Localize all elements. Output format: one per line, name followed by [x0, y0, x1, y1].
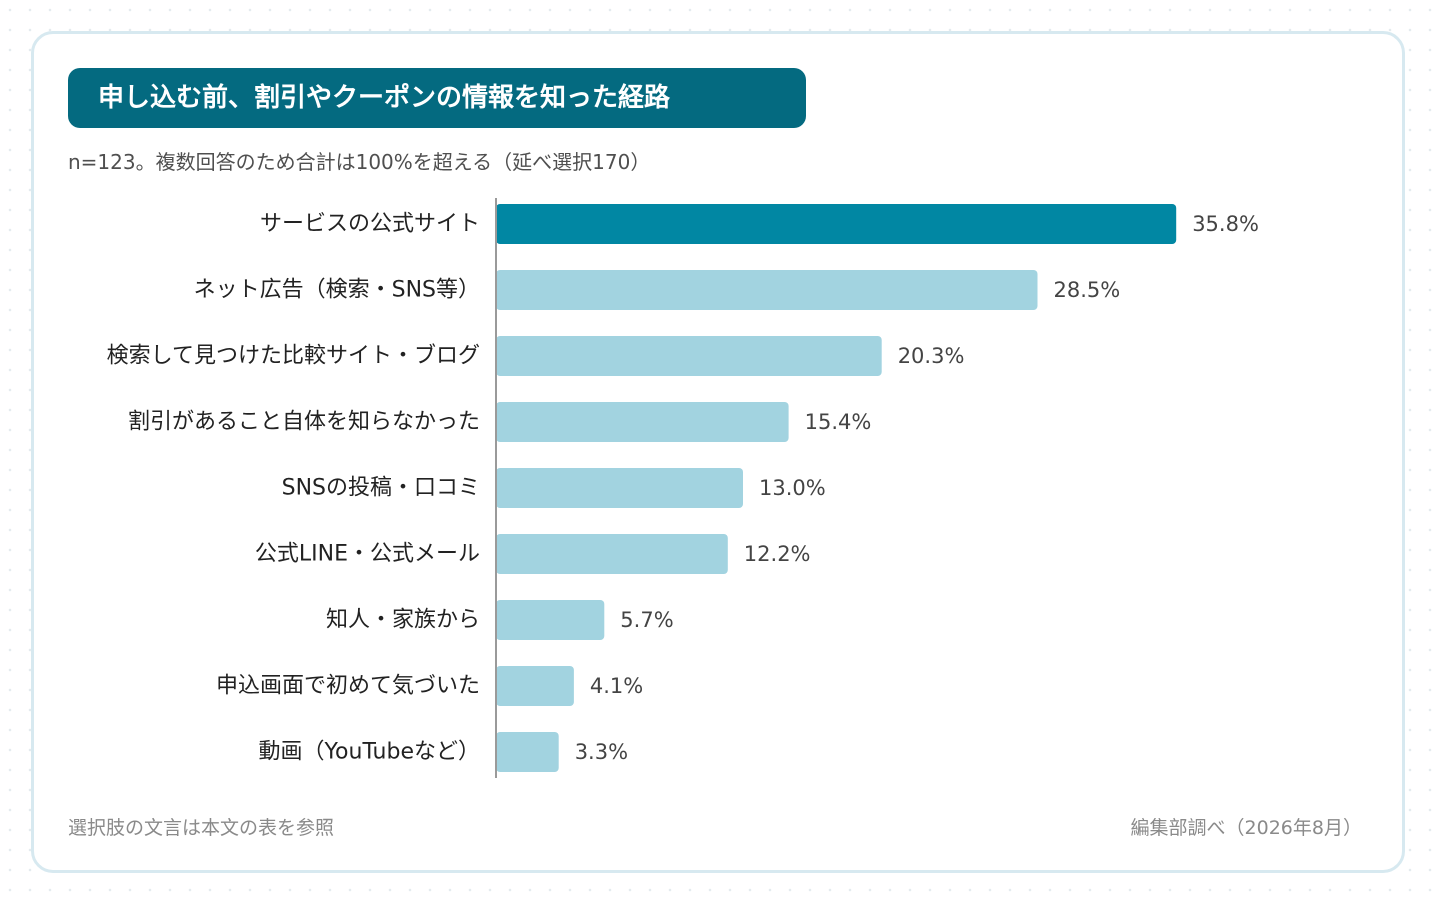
bar-5 — [496, 468, 743, 508]
footer-note: 選択肢の文言は本文の表を参照 — [68, 817, 335, 839]
bar-3 — [496, 336, 882, 376]
bar-6 — [496, 534, 728, 574]
bar-2 — [496, 270, 1038, 310]
value-label-2: 28.5% — [1054, 278, 1121, 302]
bar-9 — [496, 732, 559, 772]
bar-7 — [496, 600, 605, 640]
category-label-5: SNSの投稿・口コミ — [282, 476, 480, 501]
value-label-9: 3.3% — [575, 740, 628, 764]
value-label-5: 13.0% — [759, 476, 826, 500]
chart-card — [31, 31, 1405, 873]
category-label-6: 公式LINE・公式メール — [255, 542, 480, 567]
value-label-8: 4.1% — [590, 674, 643, 698]
category-label-3: 検索して見つけた比較サイト・ブログ — [107, 344, 480, 369]
category-label-8: 申込画面で初めて気づいた — [216, 674, 480, 699]
value-label-7: 5.7% — [620, 608, 673, 632]
category-label-9: 動画（YouTubeなど） — [259, 740, 480, 765]
value-label-1: 35.8% — [1192, 212, 1259, 236]
bar-4 — [496, 402, 789, 442]
category-label-4: 割引があること自体を知らなかった — [128, 410, 480, 435]
category-label-1: サービスの公式サイト — [260, 212, 480, 237]
value-label-3: 20.3% — [898, 344, 965, 368]
value-label-6: 12.2% — [744, 542, 811, 566]
category-label-7: 知人・家族から — [326, 608, 480, 633]
chart-subtitle: n=123。複数回答のため合計は100%を超える（延べ選択170） — [68, 150, 651, 174]
value-label-4: 15.4% — [805, 410, 872, 434]
bar-8 — [496, 666, 574, 706]
bar-1 — [496, 204, 1177, 244]
category-label-2: ネット広告（検索・SNS等） — [194, 278, 480, 303]
chart-title: 申し込む前、割引やクーポンの情報を知った経路 — [68, 68, 806, 128]
footer-source: 編集部調べ（2026年8月） — [1130, 817, 1362, 839]
